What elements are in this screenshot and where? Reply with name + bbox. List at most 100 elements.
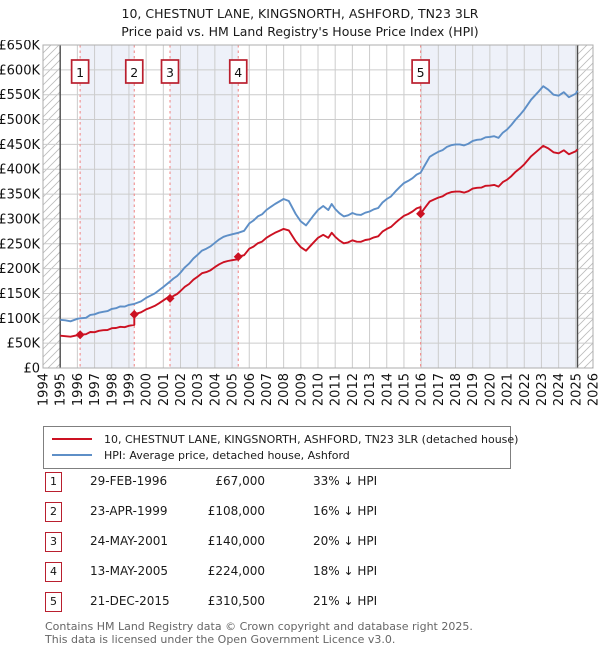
y-axis-tick-label: £50K [7, 337, 41, 352]
ownership-shaded-band [170, 45, 239, 368]
price-paid-line [60, 144, 579, 338]
x-axis-tick-label: 2014 [380, 373, 395, 406]
page-title: 10, CHESTNUT LANE, KINGSNORTH, ASHFORD, … [121, 6, 479, 21]
y-axis-tick-label: £400K [0, 163, 40, 178]
x-axis-tick-label: 2001 [157, 373, 172, 406]
sale-vs-hpi: 21% ↓ HPI [313, 594, 378, 608]
sale-number-badge: 4 [45, 562, 62, 582]
x-axis-tick-label: 2004 [208, 373, 223, 406]
x-axis-tick-label: 2015 [397, 373, 412, 406]
sale-price: £310,500 [207, 594, 265, 608]
x-axis-tick-label: 2013 [363, 373, 378, 406]
x-axis-tick-label: 2018 [449, 373, 464, 406]
x-axis-tick-label: 1994 [37, 373, 52, 406]
license-footer: Contains HM Land Registry data © Crown c… [45, 620, 473, 646]
sale-price: £67,000 [215, 474, 265, 488]
no-data-hatch [577, 45, 593, 368]
sale-number-marker-box [124, 59, 144, 84]
sale-number-marker-box [160, 59, 180, 84]
page-subtitle: Price paid vs. HM Land Registry's House … [121, 24, 479, 39]
x-axis-tick-label: 2007 [260, 373, 275, 406]
y-axis-tick-label: £250K [0, 237, 40, 252]
plot-border [42, 44, 594, 369]
legend-label-price-paid: 10, CHESTNUT LANE, KINGSNORTH, ASHFORD, … [104, 432, 519, 446]
y-axis-tick-label: £650K [0, 40, 40, 54]
sale-date: 13-MAY-2005 [90, 564, 169, 578]
x-axis-tick-label: 2026 [587, 373, 600, 406]
footer-line-1: Contains HM Land Registry data © Crown c… [45, 620, 473, 633]
sale-date: 24-MAY-2001 [90, 534, 169, 548]
x-axis-tick-label: 1995 [54, 373, 69, 406]
sale-date: 23-APR-1999 [90, 504, 168, 518]
x-axis-tick-label: 2012 [346, 373, 361, 406]
y-axis-tick-label: £100K [0, 312, 40, 327]
sale-vs-hpi: 20% ↓ HPI [313, 534, 378, 548]
x-axis-tick-label: 2008 [277, 373, 292, 406]
table-row: 2 23-APR-1999 £108,000 16% ↓ HPI [0, 500, 600, 530]
sale-price: £108,000 [207, 504, 265, 518]
y-axis-tick-label: £550K [0, 88, 40, 103]
sale-number-marker-label: 1 [76, 65, 84, 80]
sale-number-badge: 1 [45, 472, 62, 492]
x-axis-tick-label: 2010 [312, 373, 327, 406]
sale-vs-hpi: 16% ↓ HPI [313, 504, 378, 518]
y-axis-tick-label: £0 [23, 362, 40, 377]
sale-date: 29-FEB-1996 [90, 474, 168, 488]
x-axis-tick-label: 2023 [535, 373, 550, 406]
sale-number-marker-box [70, 59, 90, 84]
blue-line-swatch [52, 454, 92, 456]
ownership-shaded-band [420, 45, 578, 368]
sale-point-marker [75, 330, 85, 340]
sale-number-badge: 2 [45, 502, 62, 522]
sale-number-marker-label: 5 [417, 65, 425, 80]
x-axis-tick-label: 2016 [415, 373, 430, 406]
x-axis-tick-label: 2017 [432, 373, 447, 406]
y-axis-tick-label: £350K [0, 188, 40, 203]
red-line-swatch [52, 438, 92, 440]
legend-label-hpi: HPI: Average price, detached house, Ashf… [104, 448, 350, 462]
x-axis-tick-label: 1998 [105, 373, 120, 406]
x-axis-tick-label: 2002 [174, 373, 189, 406]
x-axis-tick-label: 1997 [88, 373, 103, 406]
hpi-line [60, 85, 579, 323]
sale-number-marker-label: 3 [166, 65, 174, 80]
legend-item-price-paid: 10, CHESTNUT LANE, KINGSNORTH, ASHFORD, … [52, 431, 518, 447]
table-row: 1 29-FEB-1996 £67,000 33% ↓ HPI [0, 470, 600, 500]
y-axis-tick-label: £150K [0, 287, 40, 302]
sale-vs-hpi: 18% ↓ HPI [313, 564, 378, 578]
sale-price: £140,000 [207, 534, 265, 548]
sale-point-marker [233, 252, 243, 262]
y-axis-tick-label: £500K [0, 113, 40, 128]
x-axis-tick-label: 2006 [243, 373, 258, 406]
sale-number-marker-box [411, 59, 430, 84]
table-row: 3 24-MAY-2001 £140,000 20% ↓ HPI [0, 530, 600, 560]
x-axis-tick-label: 2005 [226, 373, 241, 406]
no-data-hatch [43, 45, 61, 368]
x-axis-tick-label: 2024 [552, 373, 567, 406]
x-axis-tick-label: 2022 [518, 373, 533, 406]
sale-number-marker-box [228, 59, 248, 84]
price-chart: 1 2 3 4 5 £0 £50K £100K £150K £200K £250K £300K £350… [0, 39, 600, 425]
x-axis-tick-label: 2020 [483, 373, 498, 406]
table-row: 4 13-MAY-2005 £224,000 18% ↓ HPI [0, 560, 600, 590]
y-axis-tick-label: £300K [0, 212, 40, 227]
sale-date: 21-DEC-2015 [90, 594, 170, 608]
x-axis-tick-label: 2021 [501, 373, 516, 406]
sale-number-badge: 5 [45, 592, 62, 612]
footer-line-2: This data is licensed under the Open Gov… [45, 633, 396, 646]
legend-item-hpi: HPI: Average price, detached house, Ashf… [52, 447, 502, 463]
sale-point-marker [416, 209, 426, 219]
sale-point-marker [165, 293, 175, 303]
x-axis-tick-label: 2019 [466, 373, 481, 406]
x-axis-tick-label: 2011 [329, 373, 344, 406]
y-axis-tick-label: £450K [0, 138, 40, 153]
x-axis-tick-label: 2009 [294, 373, 309, 406]
table-row: 5 21-DEC-2015 £310,500 21% ↓ HPI [0, 590, 600, 620]
x-axis-tick-label: 2000 [140, 373, 155, 406]
chart-legend: 10, CHESTNUT LANE, KINGSNORTH, ASHFORD, … [43, 426, 518, 469]
sale-number-marker-label: 2 [130, 65, 138, 80]
sale-number-marker-label: 4 [234, 65, 242, 80]
x-axis-tick-label: 1996 [71, 373, 86, 406]
y-axis-tick-label: £200K [0, 262, 40, 277]
